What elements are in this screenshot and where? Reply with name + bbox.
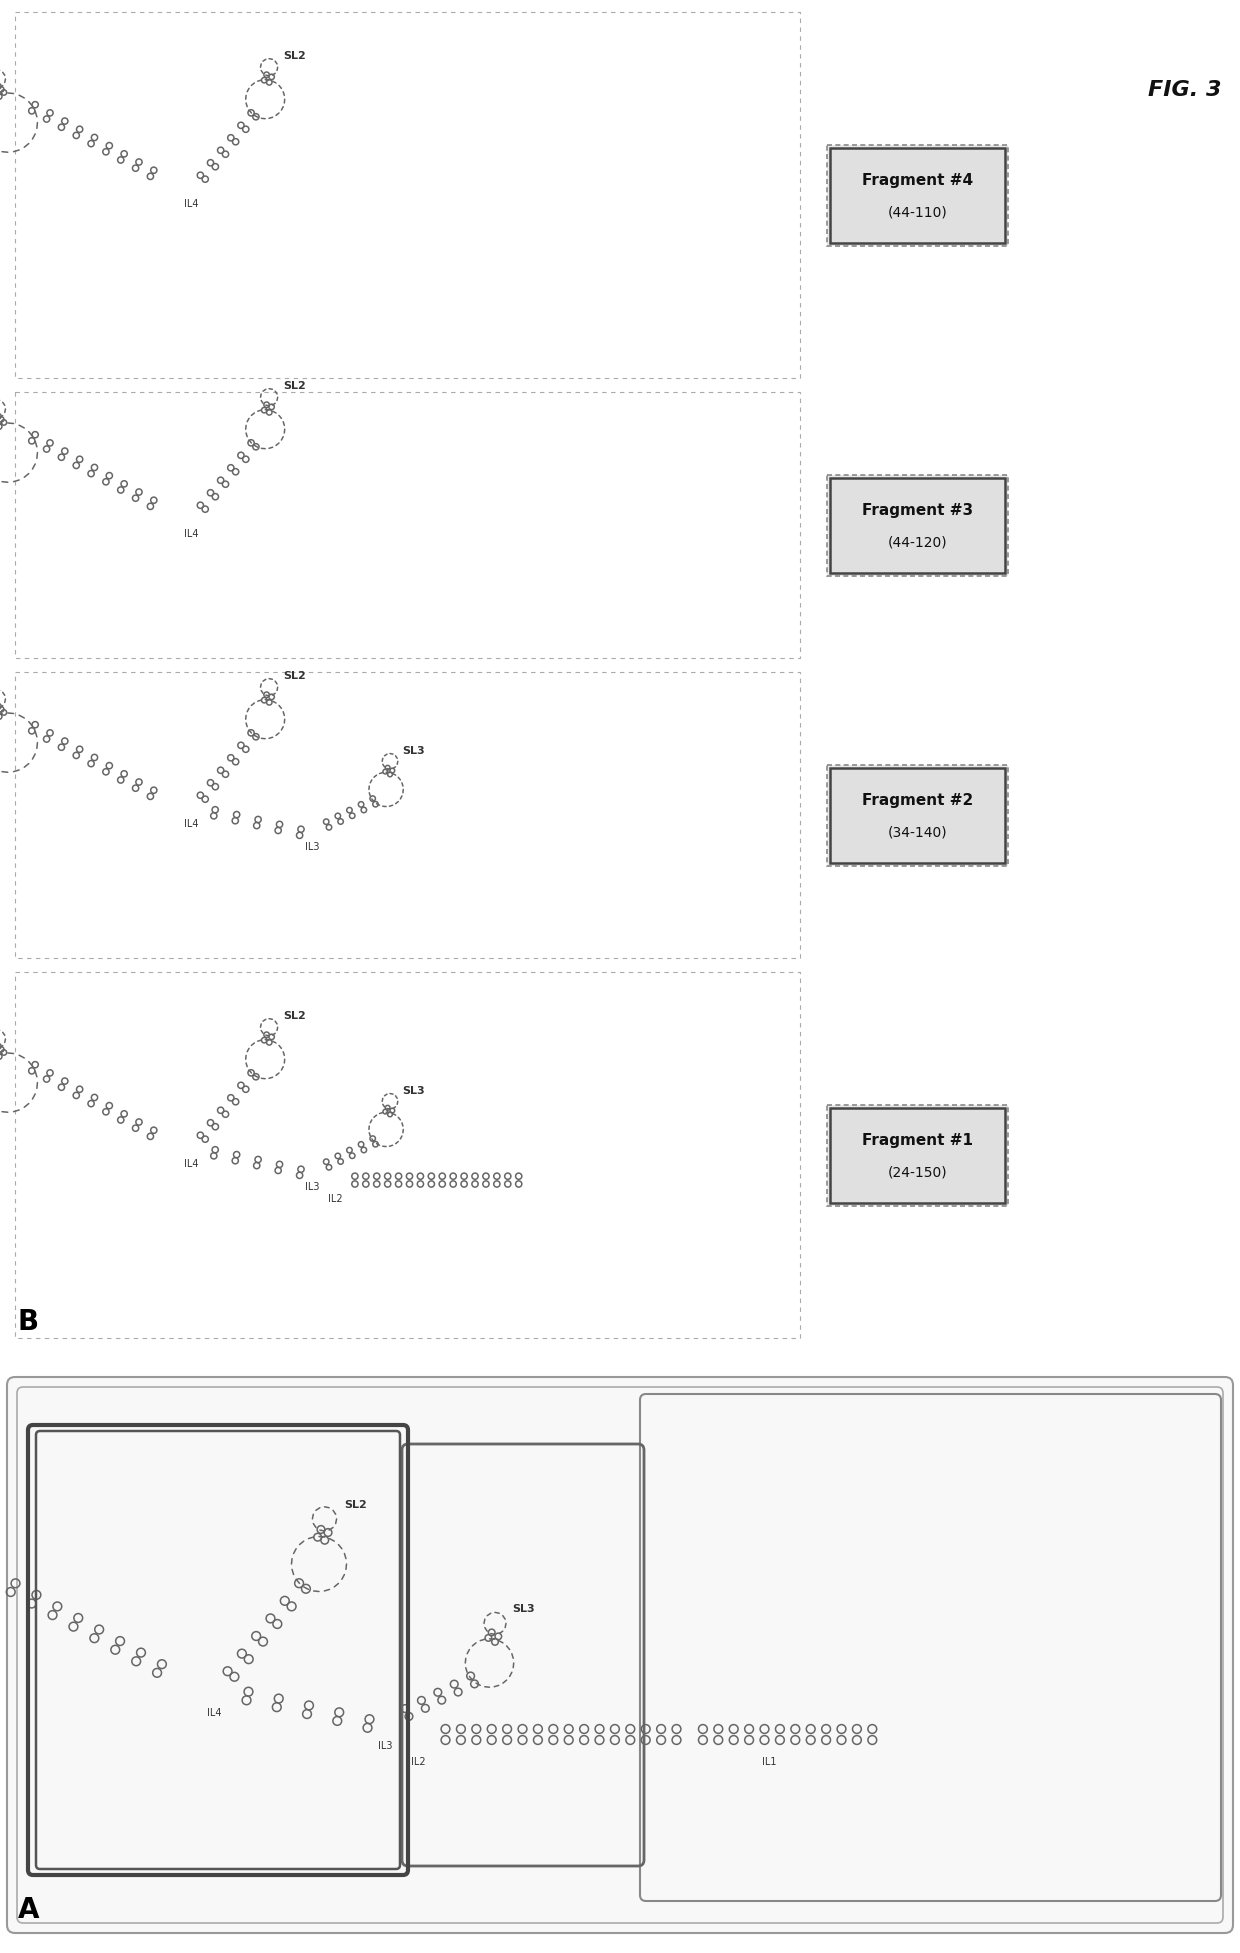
FancyBboxPatch shape [827,764,1008,865]
Text: SL2: SL2 [283,381,306,391]
Text: IL3: IL3 [305,842,319,852]
FancyBboxPatch shape [827,1105,1008,1205]
Text: SL3: SL3 [403,1086,425,1096]
Text: SL2: SL2 [345,1500,367,1510]
FancyBboxPatch shape [830,1107,1004,1203]
Text: (34-140): (34-140) [888,824,947,840]
Text: (44-120): (44-120) [888,535,947,549]
Text: (44-110): (44-110) [888,205,947,219]
Bar [15,12,800,379]
Text: SL2: SL2 [283,51,306,61]
Text: SL2: SL2 [283,672,306,682]
Text: IL4: IL4 [184,818,198,828]
Text: IL3: IL3 [305,1182,319,1191]
Text: SL3: SL3 [512,1605,536,1615]
Text: Fragment #3: Fragment #3 [862,504,973,518]
Bar [15,393,800,658]
Bar [15,672,800,959]
Text: IL2: IL2 [410,1758,425,1767]
Text: IL2: IL2 [329,1193,342,1203]
Bar [15,973,800,1338]
Text: Fragment #2: Fragment #2 [862,793,973,809]
Text: IL4: IL4 [184,199,198,209]
Text: FIG. 3: FIG. 3 [1148,80,1221,100]
FancyBboxPatch shape [827,475,1008,576]
Text: IL3: IL3 [378,1740,392,1750]
Text: Fragment #1: Fragment #1 [862,1133,973,1148]
FancyBboxPatch shape [830,148,1004,242]
Text: B: B [19,1309,40,1336]
FancyBboxPatch shape [830,768,1004,863]
Text: SL3: SL3 [403,746,425,756]
FancyBboxPatch shape [7,1377,1233,1933]
Text: IL4: IL4 [184,529,198,539]
Text: IL1: IL1 [761,1758,776,1767]
Text: (24-150): (24-150) [888,1166,947,1180]
Text: SL2: SL2 [283,1012,306,1021]
Text: Fragment #4: Fragment #4 [862,174,973,187]
FancyBboxPatch shape [830,477,1004,572]
Text: A: A [19,1896,40,1924]
Text: IL4: IL4 [207,1707,222,1719]
FancyBboxPatch shape [827,145,1008,246]
Text: IL4: IL4 [184,1158,198,1168]
